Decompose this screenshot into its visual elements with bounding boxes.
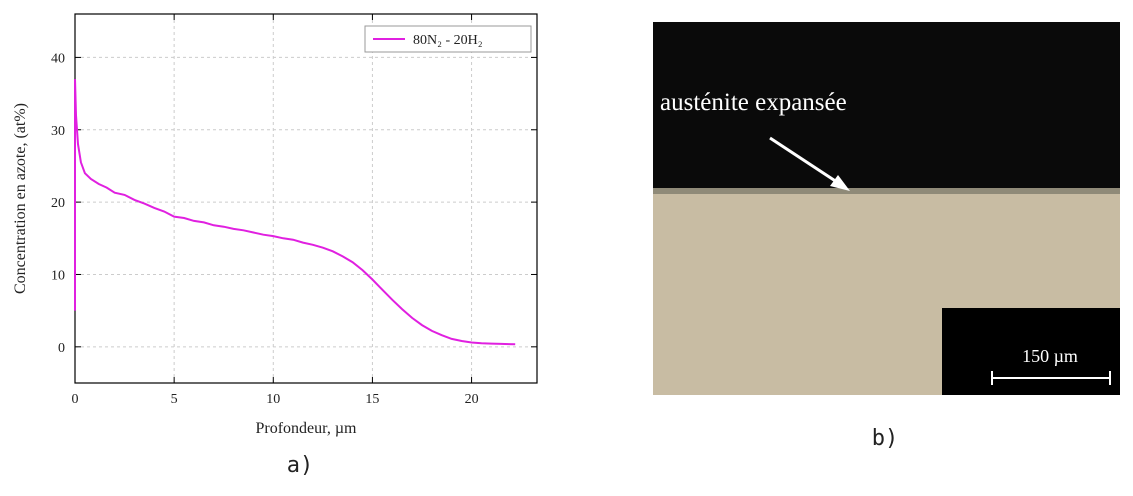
arrow	[769, 136, 844, 188]
chart: 0 5 10 15 20 0 10 20 30 40 Profondeur, µm Concentra…	[12, 13, 538, 437]
x-tick-label: 10	[266, 392, 280, 407]
y-axis-label: Concentration en azote, (at%)	[12, 103, 29, 294]
y-tick-label: 20	[51, 196, 65, 211]
legend-label: 80N₂ - 20H₂	[413, 33, 483, 48]
y-tick-label: 30	[51, 124, 65, 139]
plot-frame	[74, 13, 538, 384]
y-tick-label: 40	[51, 51, 65, 66]
x-tick-label: 15	[365, 392, 379, 407]
data-line	[74, 79, 516, 346]
mounting-resin	[653, 22, 1120, 190]
x-tick-label: 20	[465, 392, 479, 407]
micrograph: austénite expansée 150 µm	[653, 22, 1120, 395]
arrow-head	[830, 175, 850, 191]
scale-box	[942, 308, 1120, 395]
y-tick-label: 10	[51, 268, 65, 283]
layer	[653, 188, 1120, 194]
scale-label: 150 µm	[1022, 346, 1078, 366]
y-tick-label: 0	[58, 341, 65, 356]
x-tick-label: 5	[171, 392, 178, 407]
caption: a)	[287, 453, 314, 478]
caption: b)	[872, 426, 899, 451]
annotation: austénite expansée	[660, 89, 847, 116]
x-axis-label: Profondeur, µm	[255, 420, 357, 437]
x-tick-label: 0	[72, 392, 79, 407]
